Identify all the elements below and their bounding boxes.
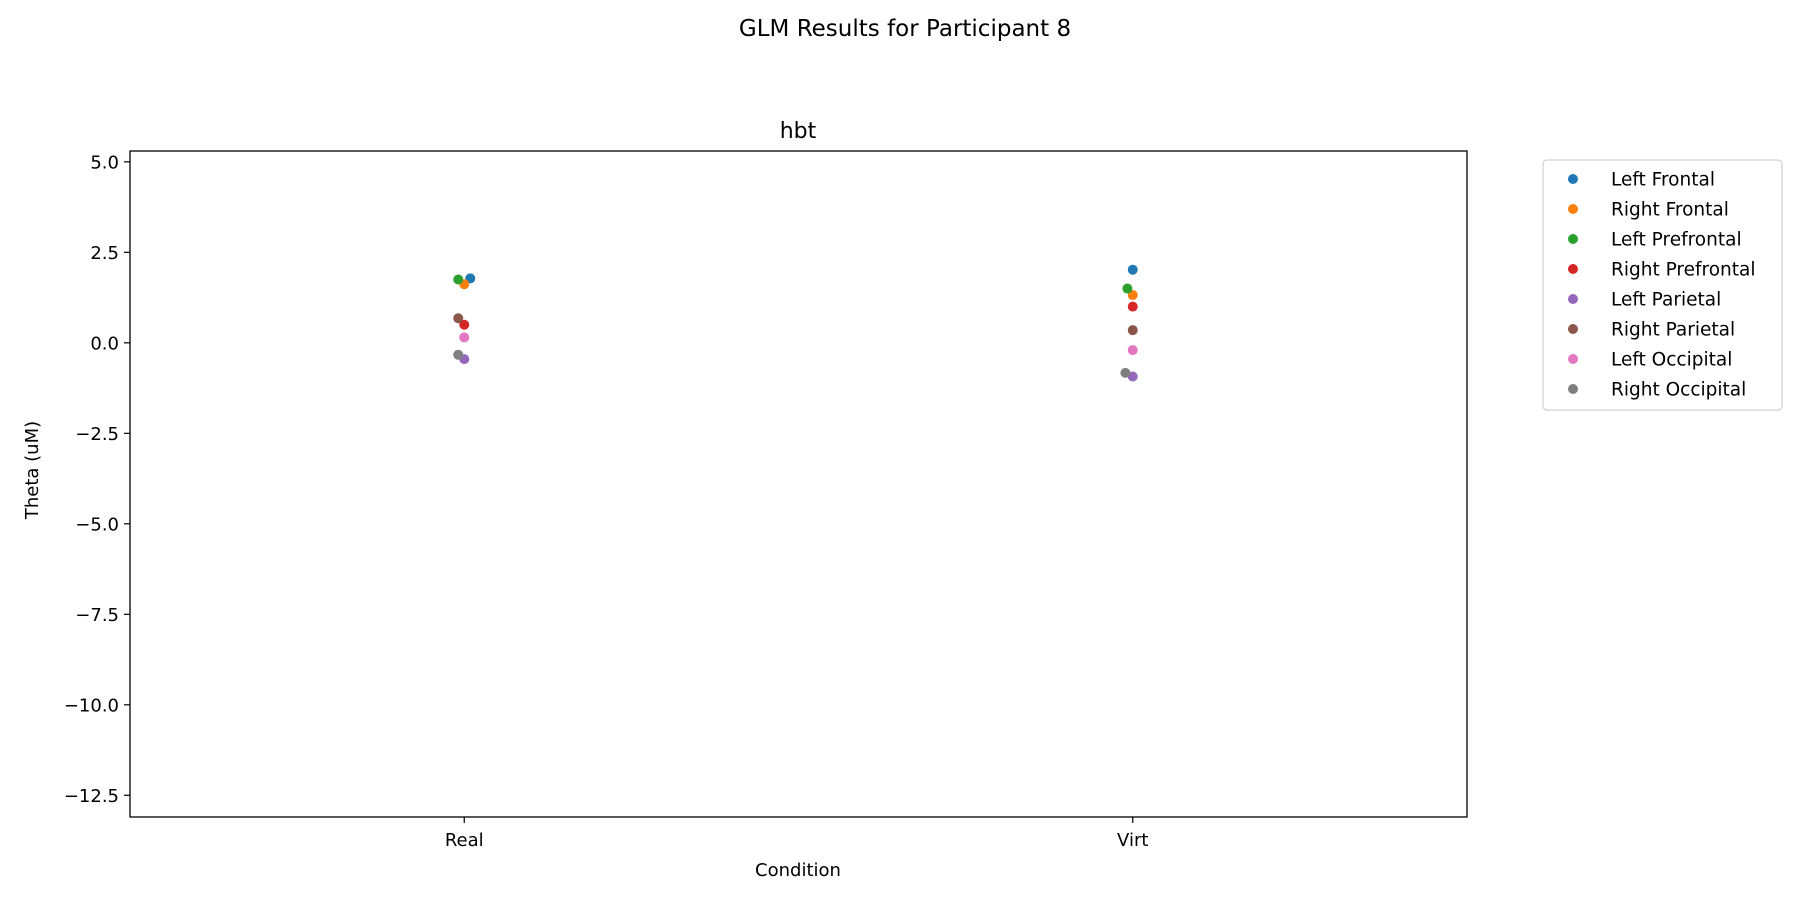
data-point [453, 274, 464, 285]
y-tick-label: 2.5 [90, 243, 119, 264]
data-point [1127, 264, 1138, 275]
data-point [459, 319, 470, 330]
data-point [459, 332, 470, 343]
legend-marker [1568, 264, 1578, 274]
legend-marker [1568, 234, 1578, 244]
legend-marker [1568, 204, 1578, 214]
legend-label: Left Occipital [1611, 350, 1732, 371]
legend-marker [1568, 384, 1578, 394]
plot-frame [129, 150, 1468, 818]
x-axis: Real Virt [445, 817, 1148, 851]
legend-label: Right Prefrontal [1611, 260, 1756, 281]
y-tick-label: 5.0 [90, 152, 119, 173]
x-tick-label: Real [445, 830, 484, 851]
plot-title: hbt [780, 119, 817, 144]
legend-marker [1568, 174, 1578, 184]
y-tick-label: −7.5 [75, 605, 119, 626]
legend-marker [1568, 354, 1578, 364]
figure-suptitle: GLM Results for Participant 8 [739, 16, 1071, 42]
y-tick-label: 0.0 [90, 333, 119, 354]
data-point [453, 349, 464, 360]
legend-label: Right Occipital [1611, 380, 1746, 401]
y-axis: 5.0 2.5 0.0 −2.5 −5.0 −7.5 −10.0 −12.5 [64, 152, 130, 807]
legend-label: Left Prefrontal [1611, 230, 1742, 251]
data-point [1127, 301, 1138, 312]
legend-marker [1568, 294, 1578, 304]
data-point [1122, 283, 1133, 294]
y-tick-label: −2.5 [75, 424, 119, 445]
y-tick-label: −10.0 [64, 695, 119, 716]
legend: Left Frontal Right Frontal Left Prefrontal… [1542, 159, 1783, 411]
legend-label: Left Parietal [1611, 290, 1721, 311]
legend-label: Left Frontal [1611, 170, 1715, 191]
data-point [1120, 367, 1131, 378]
plot-area [129, 150, 1468, 818]
data-point [1127, 345, 1138, 356]
data-point [1127, 325, 1138, 336]
legend-box [1542, 159, 1783, 411]
data-point [453, 313, 464, 324]
y-axis-label: Theta (uM) [22, 421, 43, 520]
y-tick-label: −12.5 [64, 786, 119, 807]
legend-label: Right Frontal [1611, 200, 1729, 221]
x-axis-label: Condition [755, 860, 841, 881]
legend-marker [1568, 324, 1578, 334]
x-tick-label: Virt [1117, 830, 1148, 851]
data-points [453, 264, 1138, 382]
legend-label: Right Parietal [1611, 320, 1735, 341]
y-tick-label: −5.0 [75, 514, 119, 535]
